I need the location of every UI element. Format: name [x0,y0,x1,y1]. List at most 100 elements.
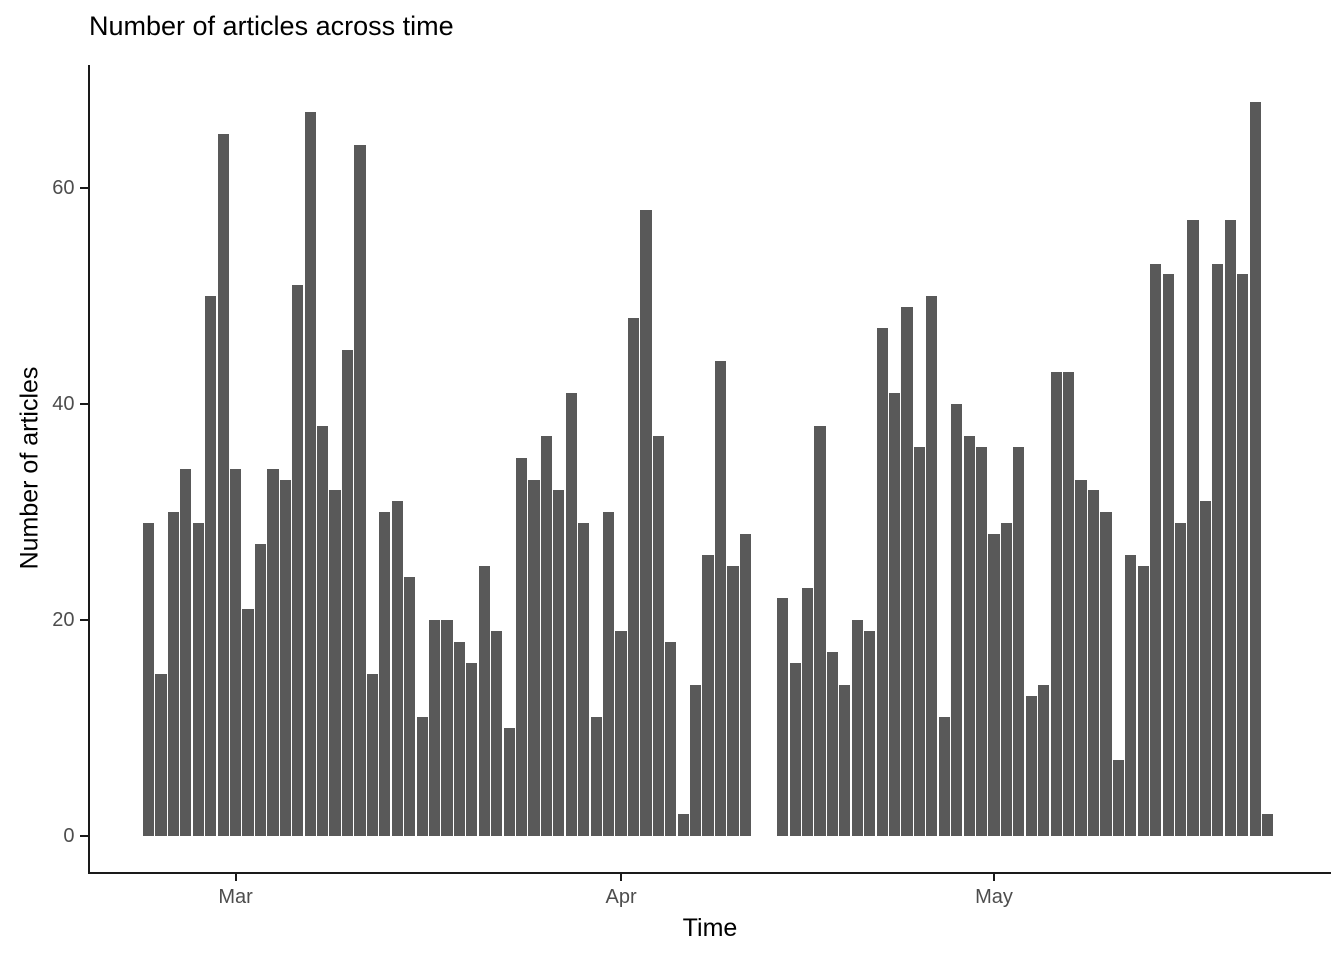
bar [453,641,465,836]
y-tick-mark [79,403,88,405]
chart-title: Number of articles across time [89,11,454,41]
bar [727,566,739,836]
bar [167,512,180,836]
bar [143,522,155,836]
bar [515,458,528,836]
bar [155,674,167,836]
bar [1025,695,1037,836]
bar [976,447,988,836]
bar [578,522,590,836]
bar [466,663,478,836]
bar [627,317,640,836]
x-axis-line [87,871,1331,874]
bar [864,630,876,836]
bar [640,209,652,836]
y-tick-label: 20 [52,609,75,631]
bar [391,501,403,836]
bar [1224,220,1236,836]
bar [876,328,888,836]
bar [565,393,577,836]
bar [690,684,702,836]
y-tick-mark [79,187,88,189]
bar [839,684,851,836]
x-tick-label: May [975,885,1013,908]
x-axis-title: Time [682,914,738,942]
bar [1150,263,1162,836]
bar [503,728,515,836]
bar [317,425,329,836]
x-tick-mark [993,873,996,881]
bar [304,112,316,836]
bar [1187,220,1199,836]
bar [1038,684,1050,836]
x-tick-mark [234,873,237,881]
bar [379,512,391,836]
bar [951,404,963,836]
bar [1063,371,1075,836]
bar [789,663,801,836]
bar [366,674,378,836]
bar [329,490,341,836]
bar [1212,263,1224,836]
bar [1261,814,1274,836]
bar [963,436,975,836]
bar [1100,512,1112,836]
bar [913,447,926,836]
bar [1174,522,1187,836]
bar [851,620,863,836]
y-tick-mark [79,619,88,621]
bar [590,717,602,836]
bar [739,533,751,836]
bar [714,360,727,836]
bar [1075,479,1087,836]
bar [1249,101,1261,836]
bar [1112,760,1124,836]
bar [1050,371,1062,836]
bar [540,436,553,836]
bar [1162,274,1174,836]
bar [1199,501,1211,836]
bar [888,393,901,836]
bar [292,285,304,836]
bar [279,479,291,836]
x-tick-mark [620,873,623,881]
bar [603,512,615,836]
bar [814,425,826,836]
bar [242,609,254,836]
bar [254,544,267,836]
y-tick-mark [79,835,88,837]
bar [478,566,490,836]
bar [1125,555,1137,836]
bar [491,630,503,836]
bar [988,533,1000,836]
bar [801,587,814,836]
bar [205,296,217,836]
bar [354,144,366,836]
bar [441,620,453,836]
bar [615,630,627,836]
bar [1000,522,1013,836]
bar [341,350,354,836]
x-tick-label: Apr [605,885,637,908]
y-axis-line [87,65,90,874]
y-tick-label: 0 [63,825,75,847]
bar [677,814,689,836]
bar [553,490,565,836]
bar [1087,490,1100,836]
bar [1013,447,1025,836]
bar [217,134,229,836]
x-tick-label: Mar [218,885,253,908]
bar [938,717,950,836]
y-tick-label: 60 [52,177,75,199]
bar [428,620,441,836]
bar [230,468,242,836]
bar [416,717,428,836]
bar [404,576,416,836]
bar [665,641,677,836]
bar [1137,566,1149,836]
bar [826,652,838,836]
bar [192,522,204,836]
bar [267,468,279,836]
y-tick-label: 40 [52,393,75,415]
